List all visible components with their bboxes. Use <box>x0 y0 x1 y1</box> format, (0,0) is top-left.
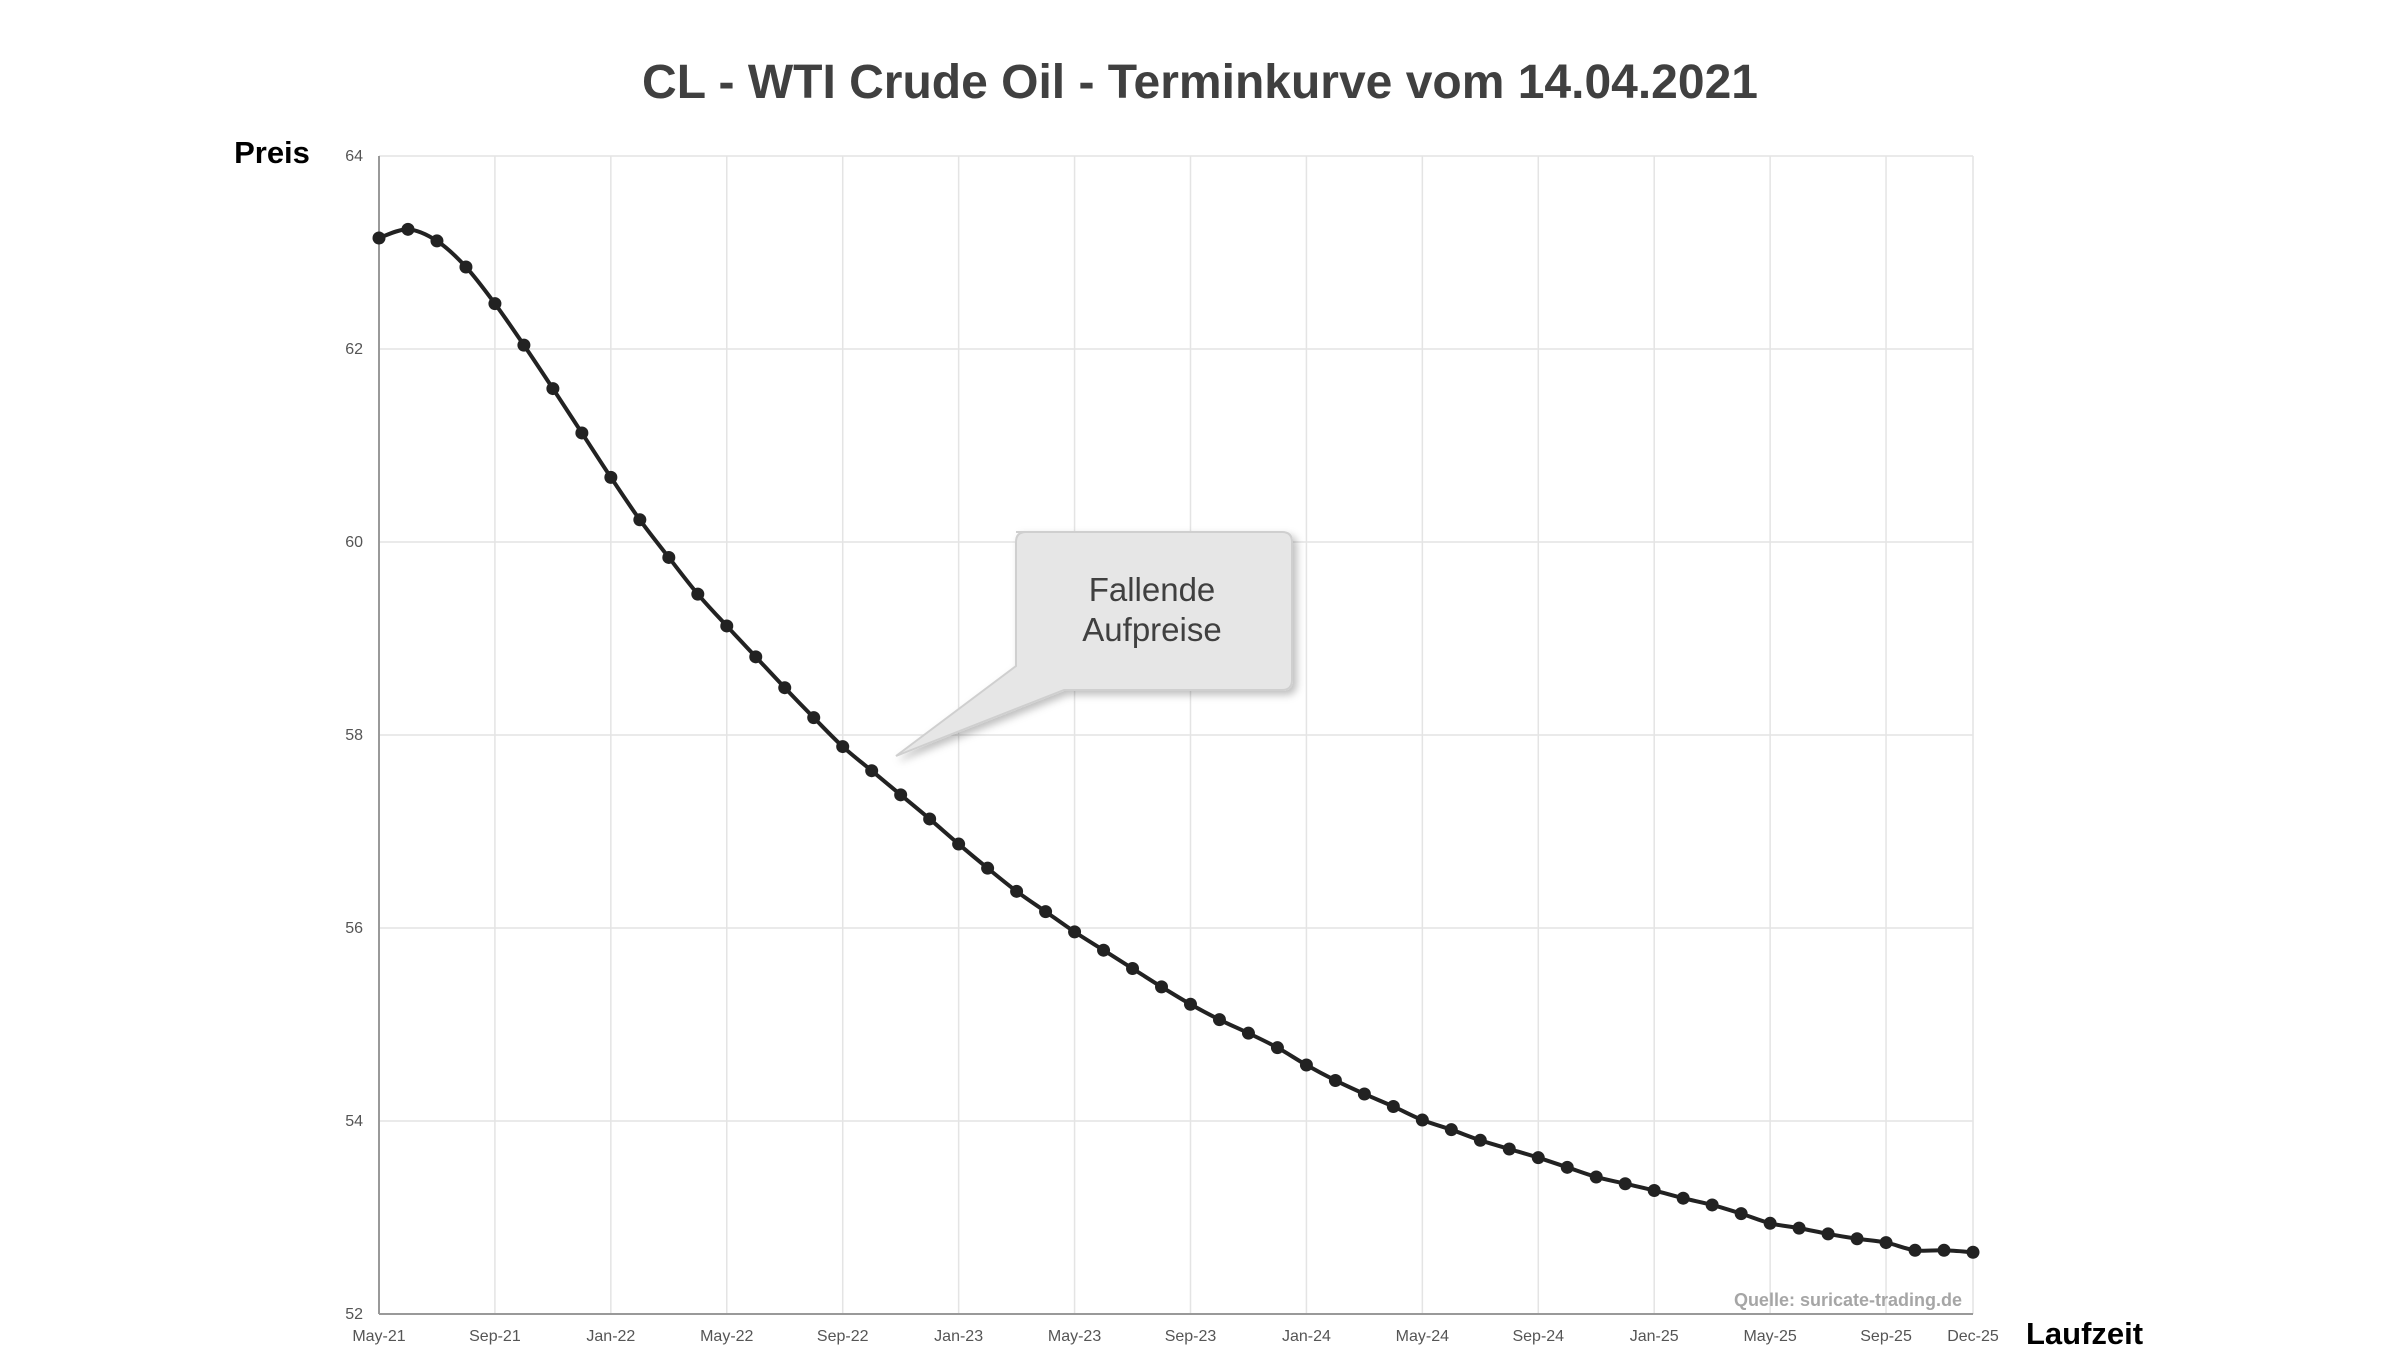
callout-bubble <box>895 531 1293 757</box>
x-tick-labels: May-21 Sep-21 Jan-22 May-22 Sep-22 Jan-23 May-… <box>352 1328 1999 1345</box>
y-tick-label: 60 <box>345 534 363 551</box>
data-point <box>1270 1041 1284 1055</box>
data-point <box>1097 943 1111 957</box>
data-point <box>1328 1073 1342 1087</box>
data-point <box>1676 1191 1690 1205</box>
data-point <box>894 788 908 802</box>
y-tick-label: 52 <box>345 1306 363 1323</box>
data-point <box>1473 1133 1487 1147</box>
x-tick-label: Jan-24 <box>1282 1328 1331 1345</box>
data-point <box>952 837 966 851</box>
x-tick-label: Sep-22 <box>817 1328 869 1345</box>
data-point <box>372 231 386 245</box>
series-group <box>372 222 1980 1259</box>
data-point <box>778 681 792 695</box>
data-point <box>430 234 444 248</box>
data-point <box>1299 1058 1313 1072</box>
x-tick-label: May-23 <box>1048 1328 1101 1345</box>
y-tick-labels: 52 54 56 58 60 62 64 <box>345 148 363 1323</box>
data-point <box>1241 1026 1255 1040</box>
source-note: Quelle: suricate-trading.de <box>1734 1290 1962 1310</box>
data-point <box>546 382 560 396</box>
x-tick-label: Jan-22 <box>586 1328 635 1345</box>
data-point <box>1937 1243 1951 1257</box>
data-point <box>1618 1177 1632 1191</box>
data-point <box>1415 1113 1429 1127</box>
data-point <box>1531 1151 1545 1165</box>
data-point <box>1386 1100 1400 1114</box>
data-point <box>1908 1243 1922 1257</box>
data-point <box>488 297 502 311</box>
x-tick-label: May-24 <box>1396 1328 1449 1345</box>
x-tick-label: Sep-23 <box>1165 1328 1217 1345</box>
data-point <box>691 587 705 601</box>
data-point <box>720 619 734 633</box>
y-tick-label: 54 <box>345 1113 363 1130</box>
data-point <box>1502 1142 1516 1156</box>
data-point <box>1039 905 1053 919</box>
data-point <box>1560 1160 1574 1174</box>
data-point <box>836 740 850 754</box>
data-point <box>1879 1236 1893 1250</box>
data-point <box>1010 884 1024 898</box>
data-point <box>1444 1123 1458 1137</box>
callout-line-2: Aufpreise <box>1082 611 1221 648</box>
data-point <box>923 812 937 826</box>
y-axis-title: Preis <box>234 135 310 170</box>
data-point <box>807 711 821 725</box>
grid <box>378 155 1974 1315</box>
x-tick-label: Sep-21 <box>469 1328 521 1345</box>
x-tick-label: May-21 <box>352 1328 405 1345</box>
x-tick-label: May-25 <box>1743 1328 1796 1345</box>
x-tick-label: Jan-25 <box>1630 1328 1679 1345</box>
series-line <box>378 227 1974 1255</box>
annotation-callout: Fallende Aufpreise <box>895 531 1293 757</box>
data-point <box>981 861 995 875</box>
data-point <box>1357 1087 1371 1101</box>
data-point <box>604 470 618 484</box>
data-point <box>749 650 763 664</box>
data-point <box>1966 1245 1980 1259</box>
data-point <box>662 550 676 564</box>
data-point <box>1126 962 1140 976</box>
data-point <box>1183 997 1197 1011</box>
data-point <box>575 426 589 440</box>
data-point <box>401 222 415 236</box>
y-tick-label: 56 <box>345 920 363 937</box>
y-tick-label: 62 <box>345 341 363 358</box>
data-point <box>1647 1183 1661 1197</box>
data-point <box>1792 1221 1806 1235</box>
axes <box>378 156 1973 1315</box>
x-tick-label: May-22 <box>700 1328 753 1345</box>
data-point <box>1155 980 1169 994</box>
data-point <box>1589 1170 1603 1184</box>
data-point <box>865 764 879 778</box>
callout-line-1: Fallende <box>1089 571 1216 608</box>
data-point <box>459 260 473 274</box>
x-axis-title: Laufzeit <box>2026 1316 2143 1349</box>
chart-title: CL - WTI Crude Oil - Terminkurve vom 14.… <box>642 56 1758 109</box>
y-tick-label: 64 <box>345 148 363 165</box>
data-point <box>1821 1227 1835 1241</box>
data-point <box>1763 1216 1777 1230</box>
x-tick-label: Jan-23 <box>934 1328 983 1345</box>
x-tick-label: Dec-25 <box>1947 1328 1999 1345</box>
data-point <box>517 338 531 352</box>
data-point <box>1850 1232 1864 1246</box>
data-point <box>633 513 647 527</box>
x-tick-label: Sep-24 <box>1512 1328 1564 1345</box>
data-point <box>1705 1198 1719 1212</box>
data-point <box>1212 1013 1226 1027</box>
data-point <box>1068 925 1082 939</box>
x-tick-label: Sep-25 <box>1860 1328 1912 1345</box>
data-point <box>1734 1207 1748 1221</box>
y-tick-label: 58 <box>345 727 363 744</box>
